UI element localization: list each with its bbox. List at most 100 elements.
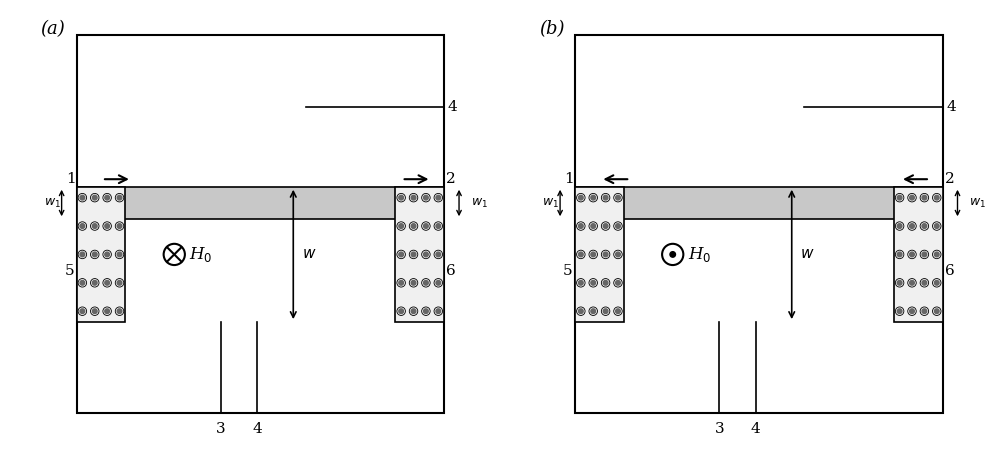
Circle shape xyxy=(922,195,927,200)
Circle shape xyxy=(92,224,97,228)
Text: 4: 4 xyxy=(751,422,760,436)
Circle shape xyxy=(411,224,416,228)
Circle shape xyxy=(436,280,441,285)
Circle shape xyxy=(80,252,85,257)
Circle shape xyxy=(80,280,85,285)
Circle shape xyxy=(105,309,109,314)
Circle shape xyxy=(80,224,85,228)
Circle shape xyxy=(399,224,403,228)
Circle shape xyxy=(616,195,620,200)
Text: (a): (a) xyxy=(40,20,65,38)
Bar xyxy=(77,187,125,322)
Circle shape xyxy=(934,252,939,257)
Circle shape xyxy=(603,195,608,200)
Circle shape xyxy=(922,280,927,285)
Circle shape xyxy=(399,309,403,314)
Circle shape xyxy=(910,224,914,228)
Circle shape xyxy=(117,309,122,314)
Text: $w_1$: $w_1$ xyxy=(542,196,559,210)
Circle shape xyxy=(922,252,927,257)
Circle shape xyxy=(910,195,914,200)
Circle shape xyxy=(117,224,122,228)
Circle shape xyxy=(411,309,416,314)
Circle shape xyxy=(934,224,939,228)
Circle shape xyxy=(603,224,608,228)
Circle shape xyxy=(934,195,939,200)
Circle shape xyxy=(117,252,122,257)
Circle shape xyxy=(117,195,122,200)
Circle shape xyxy=(616,252,620,257)
Text: 3: 3 xyxy=(216,422,226,436)
Circle shape xyxy=(436,195,441,200)
Circle shape xyxy=(910,280,914,285)
Circle shape xyxy=(399,195,403,200)
Circle shape xyxy=(591,252,596,257)
Bar xyxy=(77,35,444,413)
Text: 6: 6 xyxy=(446,264,456,278)
Text: H$_0$: H$_0$ xyxy=(189,245,213,264)
Circle shape xyxy=(92,252,97,257)
Text: $w$: $w$ xyxy=(800,248,815,261)
Circle shape xyxy=(897,195,902,200)
Circle shape xyxy=(616,224,620,228)
Circle shape xyxy=(399,280,403,285)
Circle shape xyxy=(411,280,416,285)
Circle shape xyxy=(616,280,620,285)
Circle shape xyxy=(578,195,583,200)
Circle shape xyxy=(591,224,596,228)
Circle shape xyxy=(897,224,902,228)
Text: 4: 4 xyxy=(946,100,956,115)
Circle shape xyxy=(591,280,596,285)
Circle shape xyxy=(436,224,441,228)
Circle shape xyxy=(578,224,583,228)
Circle shape xyxy=(897,280,902,285)
Bar xyxy=(575,187,624,322)
Circle shape xyxy=(897,252,902,257)
Text: (b): (b) xyxy=(539,20,564,38)
Text: 2: 2 xyxy=(945,172,954,186)
Bar xyxy=(77,187,444,219)
Circle shape xyxy=(92,195,97,200)
Text: 2: 2 xyxy=(446,172,456,186)
Bar xyxy=(575,187,943,219)
Circle shape xyxy=(424,280,428,285)
Circle shape xyxy=(910,309,914,314)
Text: $w_1$: $w_1$ xyxy=(44,196,61,210)
Circle shape xyxy=(670,252,675,257)
Circle shape xyxy=(92,280,97,285)
Text: $w_1$: $w_1$ xyxy=(969,196,986,210)
Circle shape xyxy=(591,195,596,200)
Circle shape xyxy=(411,252,416,257)
Circle shape xyxy=(578,309,583,314)
Circle shape xyxy=(922,309,927,314)
Circle shape xyxy=(436,252,441,257)
Text: 4: 4 xyxy=(252,422,262,436)
Circle shape xyxy=(897,309,902,314)
Text: 5: 5 xyxy=(563,264,573,278)
Circle shape xyxy=(616,309,620,314)
Circle shape xyxy=(934,280,939,285)
Text: $w$: $w$ xyxy=(302,248,316,261)
Circle shape xyxy=(424,195,428,200)
Circle shape xyxy=(411,195,416,200)
Bar xyxy=(894,187,943,322)
Circle shape xyxy=(80,309,85,314)
Text: 4: 4 xyxy=(448,100,457,115)
Circle shape xyxy=(105,252,109,257)
Text: $w_1$: $w_1$ xyxy=(471,196,488,210)
Circle shape xyxy=(603,280,608,285)
Circle shape xyxy=(424,252,428,257)
Circle shape xyxy=(603,252,608,257)
Circle shape xyxy=(424,224,428,228)
Circle shape xyxy=(922,224,927,228)
Circle shape xyxy=(105,224,109,228)
Circle shape xyxy=(934,309,939,314)
Circle shape xyxy=(578,280,583,285)
Text: 3: 3 xyxy=(715,422,724,436)
Circle shape xyxy=(80,195,85,200)
Circle shape xyxy=(436,309,441,314)
Circle shape xyxy=(424,309,428,314)
Text: 6: 6 xyxy=(945,264,954,278)
Circle shape xyxy=(105,280,109,285)
Circle shape xyxy=(578,252,583,257)
